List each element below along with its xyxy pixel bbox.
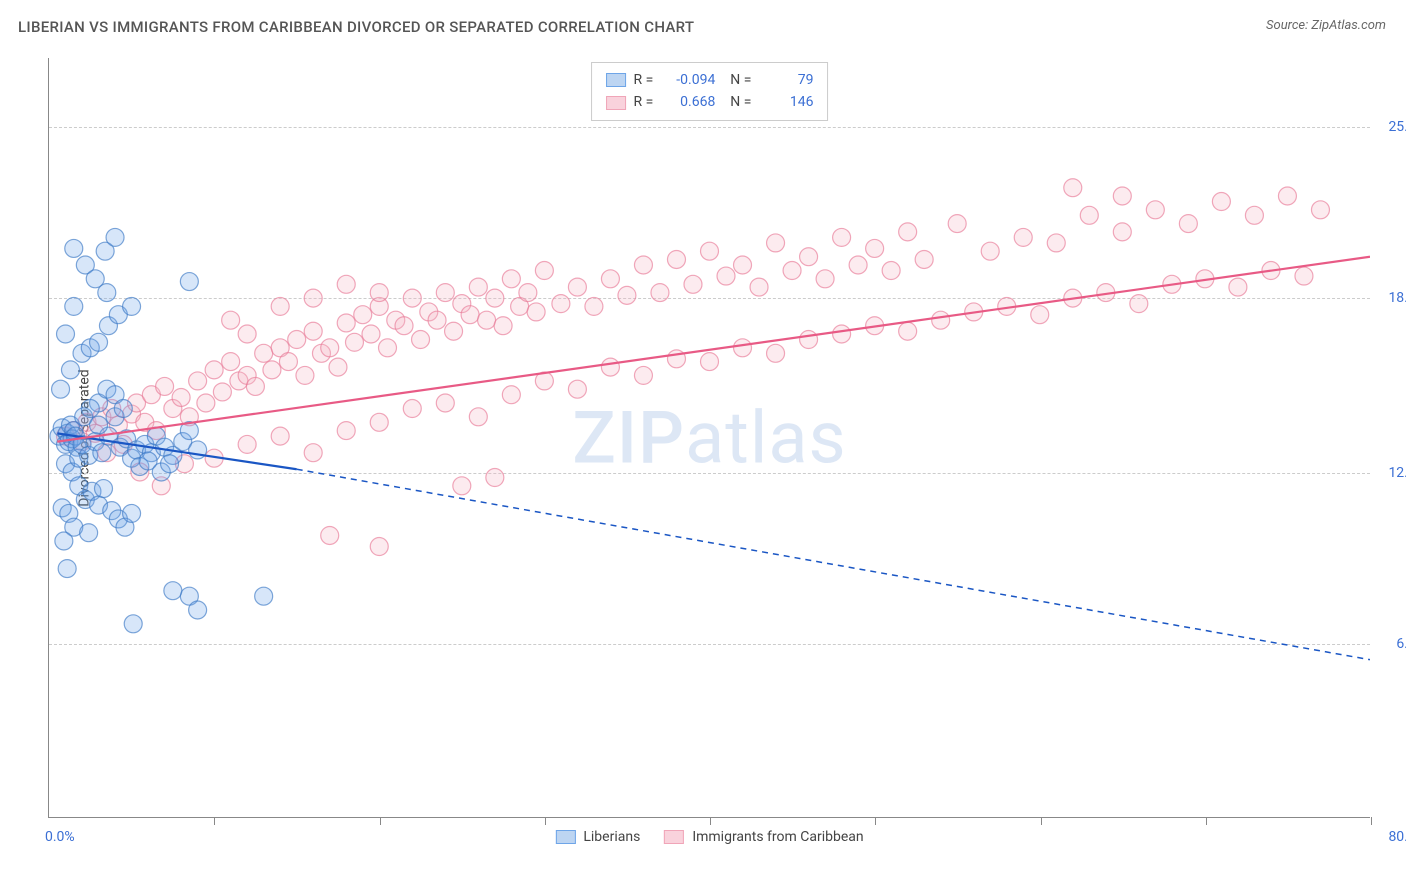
bottom-legend-item-2: Immigrants from Caribbean [664,829,863,845]
bottom-swatch-1 [555,830,575,844]
swatch-series-1 [606,73,626,87]
legend-r-label: R = [634,91,654,113]
legend-r-value-1: -0.094 [665,69,715,91]
legend-n-label: N = [723,91,751,113]
bottom-legend: Liberians Immigrants from Caribbean [555,829,863,845]
legend-n-value-1: 79 [763,69,813,91]
legend-n-label: N = [723,69,751,91]
source-attribution: Source: ZipAtlas.com [1266,18,1386,33]
bottom-legend-label-1: Liberians [583,829,640,845]
chart-title: LIBERIAN VS IMMIGRANTS FROM CARIBBEAN DI… [18,18,694,36]
bottom-legend-item-1: Liberians [555,829,640,845]
legend-r-label: R = [634,69,654,91]
legend-row-2: R = 0.668 N = 146 [606,91,814,113]
bottom-legend-label-2: Immigrants from Caribbean [692,829,863,845]
chart-container: Divorced or Separated ZIPatlas 6.3%12.5%… [48,58,1370,818]
x-max-label: 80.0% [1388,829,1406,845]
correlation-legend: R = -0.094 N = 79 R = 0.668 N = 146 [591,62,829,121]
legend-n-value-2: 146 [763,91,813,113]
x-min-label: 0.0% [45,829,75,845]
bottom-swatch-2 [664,830,684,844]
swatch-series-2 [606,96,626,110]
legend-row-1: R = -0.094 N = 79 [606,69,814,91]
legend-r-value-2: 0.668 [665,91,715,113]
scatter-svg [49,58,1370,817]
plot-area: ZIPatlas 6.3%12.5%18.8%25.0% R = -0.094 … [48,58,1370,818]
